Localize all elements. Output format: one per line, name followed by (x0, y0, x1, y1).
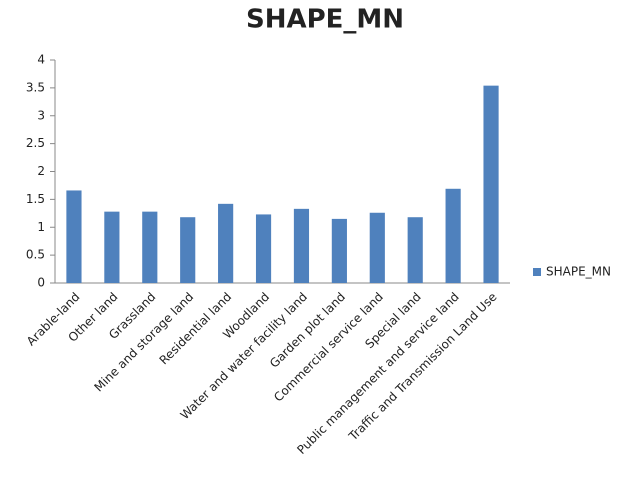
bar (142, 211, 158, 283)
y-tick-label: 1 (37, 220, 45, 234)
y-tick-label: 0 (37, 276, 45, 290)
bar (180, 217, 196, 283)
y-tick-label: 2 (37, 164, 45, 178)
y-tick-label: 4 (37, 53, 45, 67)
bar (104, 211, 120, 283)
y-tick-label: 1.5 (26, 192, 45, 206)
bar (483, 85, 499, 284)
bar (407, 217, 423, 283)
y-tick-label: 3 (37, 108, 45, 122)
bar (218, 203, 234, 283)
bar (331, 218, 347, 283)
y-tick-label: 2.5 (26, 136, 45, 150)
legend-label: SHAPE_MN (546, 265, 611, 279)
bar (66, 190, 82, 283)
bar (445, 188, 461, 283)
y-tick-label: 0.5 (26, 248, 45, 262)
chart-title: SHAPE_MN (246, 5, 404, 35)
bar (255, 214, 272, 283)
y-tick-label: 3.5 (26, 80, 45, 94)
bar (293, 208, 310, 283)
legend-swatch (533, 268, 541, 276)
bar (369, 212, 385, 283)
